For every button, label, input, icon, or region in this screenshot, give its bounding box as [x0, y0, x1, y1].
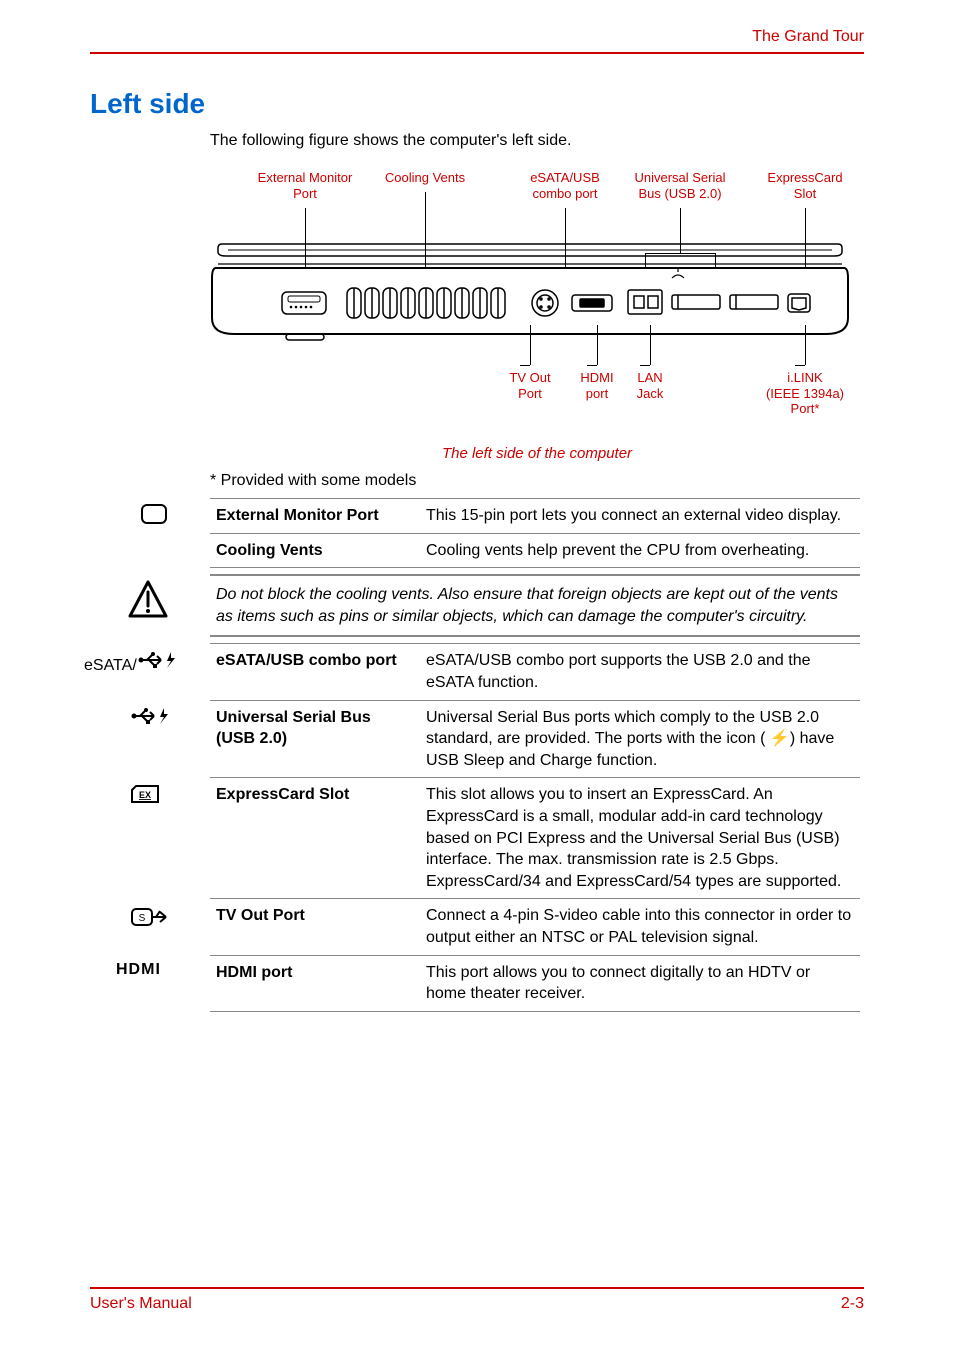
diagram-container: External MonitorPort Cooling Vents eSATA/U…	[210, 170, 864, 462]
definition-row: Cooling VentsCooling vents help prevent …	[210, 533, 860, 568]
definition-row: Universal Serial Bus (USB 2.0)Universal …	[210, 700, 860, 778]
diagram-top-label: Universal SerialBus (USB 2.0)	[620, 170, 740, 201]
definition-row: External Monitor PortThis 15-pin port le…	[210, 499, 860, 534]
footer-rule	[90, 1287, 864, 1289]
term: External Monitor Port	[210, 499, 420, 534]
section-heading: Left side	[90, 88, 864, 120]
definition-row: TV Out PortConnect a 4-pin S-video cable…	[210, 899, 860, 955]
term: eSATA/USB combo port	[210, 644, 420, 700]
leader-line	[305, 208, 306, 268]
svg-text:S: S	[139, 913, 146, 924]
diagram-caption: The left side of the computer	[210, 445, 864, 462]
header-rule	[90, 52, 864, 54]
definition-row: ExpressCard SlotThis slot allows you to …	[210, 778, 860, 899]
footer-right: 2-3	[841, 1295, 864, 1313]
leader-line	[805, 208, 806, 268]
diagram-bottom-label: HDMIport	[572, 370, 622, 401]
term: Cooling Vents	[210, 533, 420, 568]
definitions-table-1: External Monitor PortThis 15-pin port le…	[210, 498, 860, 568]
expresscard-icon: EX	[130, 784, 160, 809]
monitor-port-icon	[140, 503, 168, 530]
leader-line	[565, 208, 566, 268]
usb-charge-icon	[130, 706, 174, 731]
hdmi-icon: HDMI	[116, 961, 161, 979]
warning-text: Do not block the cooling vents. Also ens…	[216, 584, 854, 627]
term: HDMI port	[210, 955, 420, 1011]
description: This 15-pin port lets you connect an ext…	[420, 499, 860, 534]
diagram-top-label: External MonitorPort	[250, 170, 360, 201]
diagram-bottom-label: i.LINK(IEEE 1394a)Port*	[750, 370, 860, 417]
page-footer: User's Manual 2-3	[90, 1287, 864, 1313]
description: This port allows you to connect digitall…	[420, 955, 860, 1011]
tvout-icon: S	[130, 905, 170, 934]
description: Universal Serial Bus ports which comply …	[420, 700, 860, 778]
description: Cooling vents help prevent the CPU from …	[420, 533, 860, 568]
description: Connect a 4-pin S-video cable into this …	[420, 899, 860, 955]
warning-box: Do not block the cooling vents. Also ens…	[210, 574, 860, 637]
diagram-bottom-label: TV OutPort	[500, 370, 560, 401]
leader-line	[425, 192, 426, 268]
term: ExpressCard Slot	[210, 778, 420, 899]
definition-row: HDMI portThis port allows you to connect…	[210, 955, 860, 1011]
warning-icon	[128, 580, 168, 620]
svg-text:EX: EX	[139, 790, 151, 800]
diagram-top-label: ExpressCardSlot	[755, 170, 855, 201]
definitions-table-2: eSATA/USB combo porteSATA/USB combo port…	[210, 643, 860, 1011]
intro-text: The following figure shows the computer'…	[210, 132, 864, 150]
definition-row: eSATA/USB combo porteSATA/USB combo port…	[210, 644, 860, 700]
diagram-top-label: eSATA/USBcombo port	[515, 170, 615, 201]
diagram-top-label: Cooling Vents	[370, 170, 480, 186]
footer-left: User's Manual	[90, 1295, 192, 1313]
description: This slot allows you to insert an Expres…	[420, 778, 860, 899]
description: eSATA/USB combo port supports the USB 2.…	[420, 644, 860, 700]
provided-note: * Provided with some models	[210, 472, 864, 490]
running-header: The Grand Tour	[752, 28, 864, 46]
term: TV Out Port	[210, 899, 420, 955]
diagram-bottom-label: LANJack	[625, 370, 675, 401]
term: Universal Serial Bus (USB 2.0)	[210, 700, 420, 778]
usb-charge-icon: eSATA/	[84, 650, 181, 675]
